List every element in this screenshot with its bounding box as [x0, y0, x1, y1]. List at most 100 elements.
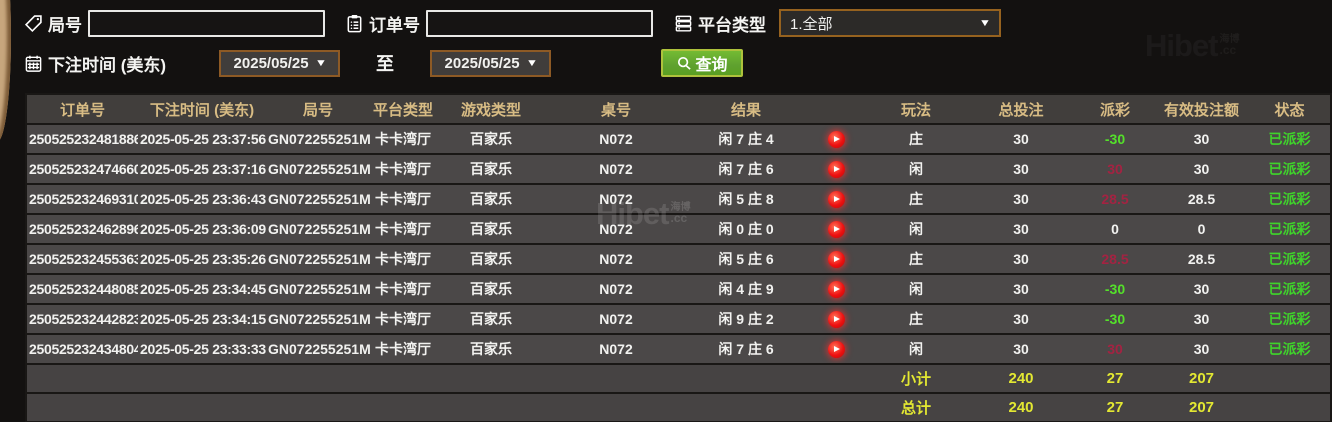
- date-from-value: 2025/05/25: [233, 54, 309, 72]
- cell-order-no: 250525232481886: [26, 124, 138, 155]
- cell-table-no: N072: [546, 214, 686, 245]
- cell-valid-bet: 30: [1154, 304, 1249, 335]
- cell-order-no: 250525232462896: [26, 214, 138, 245]
- filter-row-2: 下注时间 (美东) 2025/05/25 ▼ 至 2025/05/25 ▼ 查询: [24, 49, 744, 77]
- cell-valid-bet: 0: [1154, 214, 1249, 245]
- subtotal-valid-bet: 207: [1154, 364, 1249, 394]
- cell-order-no: 250525232448085: [26, 274, 138, 305]
- table-row[interactable]: 250525232442823 2025-05-25 23:34:15 GN07…: [26, 304, 1331, 335]
- date-from-select[interactable]: 2025/05/25 ▼: [219, 49, 341, 77]
- cell-table-no: N072: [546, 244, 686, 275]
- replay-icon[interactable]: [827, 220, 845, 238]
- cell-status: 已派彩: [1249, 154, 1331, 185]
- cell-platform-type: 卡卡湾厅: [370, 124, 436, 155]
- cell-total-bet: 30: [966, 304, 1076, 335]
- platform-type-select[interactable]: 1.全部 ▼: [779, 9, 1001, 37]
- total-total-bet: 240: [966, 393, 1076, 422]
- round-no-input[interactable]: [88, 9, 325, 37]
- replay-icon[interactable]: [827, 280, 845, 298]
- replay-icon[interactable]: [827, 340, 845, 358]
- cell-payout: 28.5: [1076, 184, 1154, 215]
- header-payout: 派彩: [1076, 94, 1154, 125]
- cell-payout: -30: [1076, 304, 1154, 335]
- cell-bet-type: 闲: [866, 214, 966, 245]
- search-button-label: 查询: [695, 57, 728, 74]
- cell-game-type: 百家乐: [436, 244, 546, 275]
- header-valid-bet: 有效投注额: [1154, 94, 1249, 125]
- cell-total-bet: 30: [966, 334, 1076, 365]
- header-bet-type: 玩法: [866, 94, 966, 125]
- subtotal-spacer: [26, 364, 866, 394]
- cell-payout: -30: [1076, 124, 1154, 155]
- cell-table-no: N072: [546, 124, 686, 155]
- cell-round-no: GN072255251ML: [266, 124, 370, 155]
- cell-payout: 0: [1076, 214, 1154, 245]
- cell-valid-bet: 28.5: [1154, 244, 1249, 275]
- tag-icon: [24, 14, 42, 32]
- cell-game-type: 百家乐: [436, 334, 546, 365]
- table-row[interactable]: 250525232474660 2025-05-25 23:37:16 GN07…: [26, 154, 1331, 185]
- cell-order-no: 250525232455363: [26, 244, 138, 275]
- corner-tab-decoration: [0, 0, 11, 142]
- chevron-down-icon: ▼: [314, 57, 327, 69]
- replay-icon[interactable]: [827, 190, 845, 208]
- table-row[interactable]: 250525232448085 2025-05-25 23:34:45 GN07…: [26, 274, 1331, 305]
- play-triangle: [834, 196, 840, 203]
- replay-icon[interactable]: [827, 250, 845, 268]
- cell-platform-type: 卡卡湾厅: [370, 334, 436, 365]
- cell-replay: [806, 184, 866, 215]
- subtotal-total-bet: 240: [966, 364, 1076, 394]
- cell-game-type: 百家乐: [436, 274, 546, 305]
- cell-game-type: 百家乐: [436, 154, 546, 185]
- cell-replay: [806, 334, 866, 365]
- order-no-input[interactable]: [426, 9, 653, 37]
- table-body: 250525232481886 2025-05-25 23:37:56 GN07…: [26, 124, 1331, 365]
- cell-bet-time: 2025-05-25 23:35:26: [138, 244, 266, 275]
- header-game-type: 游戏类型: [436, 94, 546, 125]
- search-icon: [677, 56, 691, 70]
- play-triangle: [834, 316, 840, 323]
- date-to-select[interactable]: 2025/05/25 ▼: [430, 49, 552, 77]
- cell-platform-type: 卡卡湾厅: [370, 184, 436, 215]
- subtotal-label: 小计: [866, 364, 966, 394]
- replay-icon[interactable]: [827, 310, 845, 328]
- cell-bet-time: 2025-05-25 23:33:33: [138, 334, 266, 365]
- search-button[interactable]: 查询: [661, 49, 744, 77]
- cell-status: 已派彩: [1249, 184, 1331, 215]
- play-triangle: [834, 286, 840, 293]
- table-row[interactable]: 250525232469310 2025-05-25 23:36:43 GN07…: [26, 184, 1331, 215]
- replay-icon[interactable]: [827, 130, 845, 148]
- header-replay: [806, 94, 866, 125]
- cell-total-bet: 30: [966, 244, 1076, 275]
- cell-order-no: 250525232474660: [26, 154, 138, 185]
- date-to-value: 2025/05/25: [444, 54, 520, 72]
- cell-payout: 28.5: [1076, 244, 1154, 275]
- table-row[interactable]: 250525232462896 2025-05-25 23:36:09 GN07…: [26, 214, 1331, 245]
- table-row[interactable]: 250525232481886 2025-05-25 23:37:56 GN07…: [26, 124, 1331, 155]
- table-row[interactable]: 250525232434804 2025-05-25 23:33:33 GN07…: [26, 334, 1331, 365]
- header-total-bet: 总投注: [966, 94, 1076, 125]
- cell-bet-time: 2025-05-25 23:36:43: [138, 184, 266, 215]
- cell-round-no: GN072255251MK: [266, 154, 370, 185]
- header-round-no: 局号: [266, 94, 370, 125]
- cell-order-no: 250525232434804: [26, 334, 138, 365]
- play-triangle: [834, 346, 840, 353]
- watermark-faint: Hibet 海博 .cc: [1145, 28, 1240, 63]
- header-table-no: 桌号: [546, 94, 686, 125]
- play-triangle: [834, 166, 840, 173]
- chevron-down-icon: ▼: [525, 57, 538, 69]
- cell-valid-bet: 28.5: [1154, 184, 1249, 215]
- cell-total-bet: 30: [966, 274, 1076, 305]
- total-valid-bet: 207: [1154, 393, 1249, 422]
- platform-type-selected-value: 1.全部: [790, 15, 833, 33]
- cell-bet-time: 2025-05-25 23:34:45: [138, 274, 266, 305]
- total-status-spacer: [1249, 393, 1331, 422]
- cell-status: 已派彩: [1249, 214, 1331, 245]
- play-triangle: [834, 136, 840, 143]
- table-row[interactable]: 250525232455363 2025-05-25 23:35:26 GN07…: [26, 244, 1331, 275]
- cell-platform-type: 卡卡湾厅: [370, 274, 436, 305]
- table-header-row: 订单号 下注时间 (美东) 局号 平台类型 游戏类型 桌号 结果 玩法 总投注 …: [26, 94, 1331, 125]
- play-triangle: [834, 256, 840, 263]
- replay-icon[interactable]: [827, 160, 845, 178]
